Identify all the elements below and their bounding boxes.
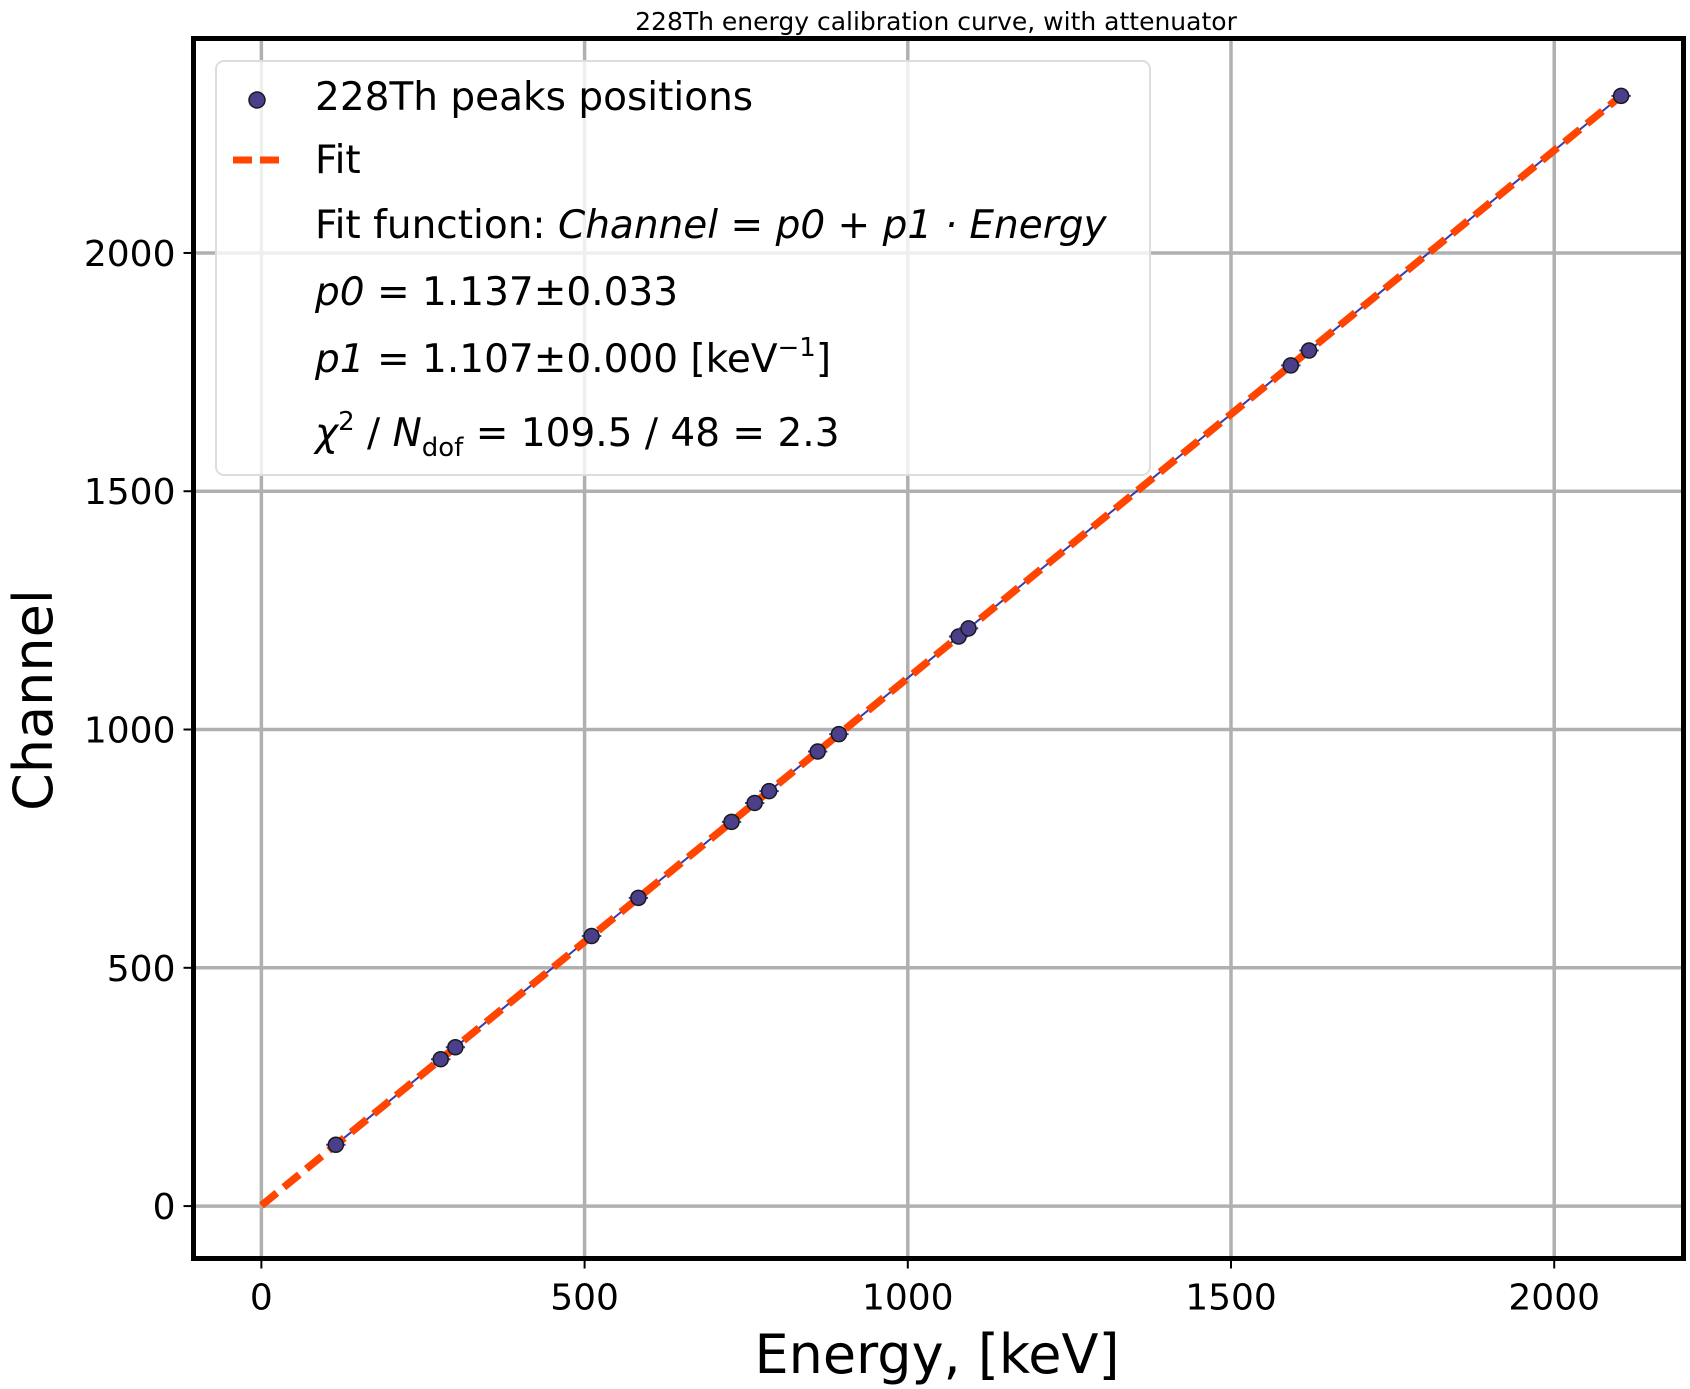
legend-marker-points xyxy=(248,91,266,109)
fit-function-prefix: Fit function: xyxy=(315,203,558,248)
y-tick-label: 0 xyxy=(153,1187,176,1228)
data-point xyxy=(583,927,600,945)
legend-fit-function: Fit function: Channel = p0 + p1 · Energy xyxy=(315,203,1108,248)
p0-name: p0 xyxy=(314,270,365,315)
data-point xyxy=(830,725,848,743)
data-point xyxy=(327,1136,345,1153)
chi-value: = 109.5 / 48 = 2.3 xyxy=(463,411,839,456)
p1-value: = 1.107±0.000 [keV xyxy=(365,337,778,382)
p1-unit-close: ] xyxy=(816,337,831,382)
data-point xyxy=(746,794,763,812)
data-points xyxy=(326,87,1631,1153)
legend-chi2: χ2 / Ndof = 109.5 / 48 = 2.3 xyxy=(313,407,840,463)
fit-line xyxy=(259,92,1624,1209)
y-axis-label: Channel xyxy=(2,589,65,811)
ndof-symbol: N xyxy=(393,411,422,456)
x-tick-label: 1000 xyxy=(862,1278,954,1319)
chart-title: 228Th energy calibration curve, with att… xyxy=(635,7,1237,36)
p0-value: = 1.137±0.033 xyxy=(365,270,678,315)
legend-label-fit: Fit xyxy=(315,138,361,183)
chi-separator: / xyxy=(355,411,393,456)
legend-label-points: 228Th peaks positions xyxy=(315,75,753,120)
x-axis-ticks: 0 500 1000 1500 2000 xyxy=(250,1258,1600,1319)
p1-name: p1 xyxy=(314,337,365,382)
data-point xyxy=(1300,342,1318,359)
data-point xyxy=(447,1038,464,1056)
data-point xyxy=(1612,87,1630,105)
data-point xyxy=(630,889,647,907)
x-tick-label: 2000 xyxy=(1508,1278,1600,1319)
y-axis-ticks: 0 500 1000 1500 2000 xyxy=(84,234,194,1228)
data-point xyxy=(960,620,977,637)
data-point xyxy=(809,743,826,760)
chi-symbol: χ xyxy=(313,411,340,456)
data-point xyxy=(1282,357,1300,374)
data-point xyxy=(432,1050,449,1068)
fit-function-formula: Channel = p0 + p1 · Energy xyxy=(558,203,1108,248)
data-point xyxy=(760,782,778,800)
x-tick-label: 0 xyxy=(250,1278,273,1319)
y-tick-label: 1000 xyxy=(84,711,176,752)
plot-frame xyxy=(191,36,1686,1261)
x-axis-label: Energy, [keV] xyxy=(754,1323,1119,1386)
legend-box xyxy=(215,60,1151,476)
legend: 228Th peaks positions Fit Fit function: … xyxy=(215,60,1151,476)
chi-exponent: 2 xyxy=(338,407,355,437)
y-tick-label: 2000 xyxy=(84,234,176,275)
data-point xyxy=(723,813,740,831)
legend-p0: p0 = 1.137±0.033 xyxy=(314,270,678,315)
y-tick-label: 500 xyxy=(107,949,176,990)
y-tick-label: 1500 xyxy=(84,472,176,513)
x-tick-label: 1500 xyxy=(1185,1278,1277,1319)
x-tick-label: 500 xyxy=(550,1278,619,1319)
legend-p1: p1 = 1.107±0.000 [keV−1] xyxy=(314,333,831,382)
p1-unit-exponent: −1 xyxy=(778,333,816,363)
ndof-subscript: dof xyxy=(422,433,464,463)
